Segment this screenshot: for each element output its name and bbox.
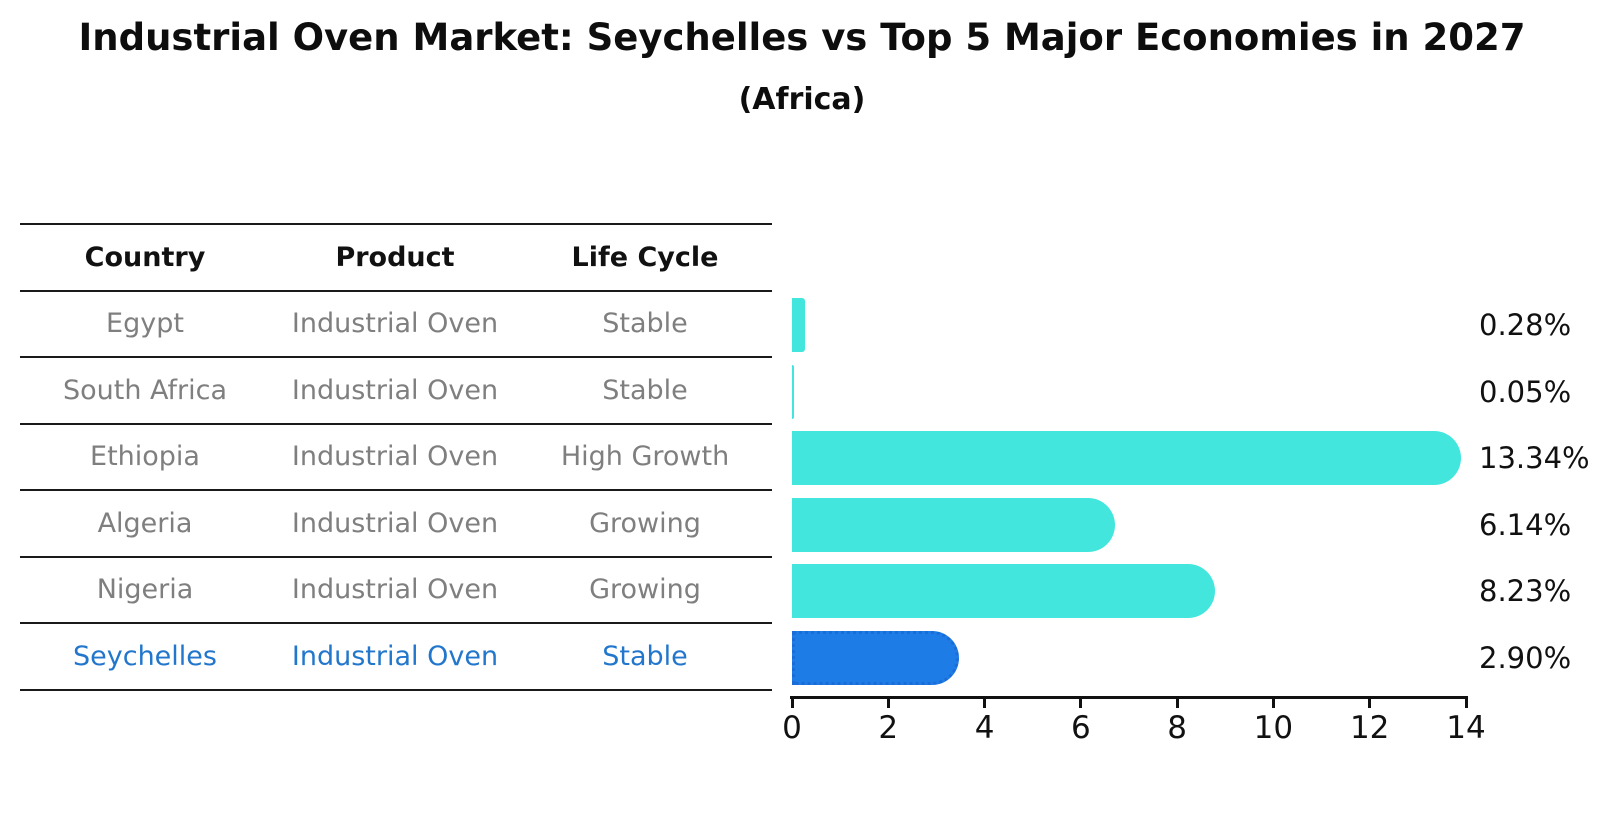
life-cycle-cell: Stable: [602, 308, 688, 340]
value-label-seychelles: 2.90%: [1479, 640, 1572, 675]
x-axis-tick: [1175, 699, 1179, 708]
product-cell: Industrial Oven: [291, 308, 499, 340]
country-cell: Ethiopia: [90, 441, 200, 473]
country-cell: Egypt: [106, 308, 184, 340]
x-tick-label-2: 2: [878, 710, 899, 746]
bar-algeria: [792, 497, 1115, 552]
bar-nigeria: [792, 564, 1216, 618]
x-axis-tick: [1464, 699, 1468, 708]
column-header-life-cycle: Life Cycle: [571, 241, 719, 273]
country-cell: Algeria: [97, 507, 193, 539]
column-header-product: Product: [335, 241, 455, 273]
value-label-egypt: 0.28%: [1479, 308, 1572, 342]
x-axis-tick: [1079, 699, 1083, 708]
value-label-south-africa: 0.05%: [1479, 374, 1572, 409]
x-tick-label-8: 8: [1167, 710, 1187, 746]
life-cycle-cell: High Growth: [560, 441, 730, 473]
table-row-seychelles: Seychelles Industrial Oven Stable: [20, 622, 772, 689]
chart-subtitle: (Africa): [738, 82, 866, 117]
x-tick-label-14: 14: [1446, 710, 1486, 746]
country-cell: Seychelles: [73, 640, 217, 672]
life-cycle-cell: Growing: [589, 574, 701, 606]
table-row-south-africa: South Africa Industrial Oven Stable: [20, 356, 772, 423]
table-row-algeria: Algeria Industrial Oven Growing: [20, 489, 772, 556]
x-axis-line: [790, 696, 1468, 699]
value-label-nigeria: 8.23%: [1479, 574, 1572, 608]
value-label-algeria: 6.14%: [1479, 507, 1572, 542]
x-tick-label-0: 0: [782, 710, 802, 746]
x-axis-tick: [1368, 699, 1372, 708]
table-header-row: Country Product Life Cycle: [20, 223, 772, 290]
bar-seychelles: [792, 630, 959, 685]
life-cycle-cell: Stable: [602, 640, 688, 672]
bar-egypt: [792, 298, 806, 352]
product-cell: Industrial Oven: [291, 374, 499, 406]
x-tick-label-12: 12: [1349, 710, 1390, 746]
x-tick-label-10: 10: [1253, 710, 1294, 746]
product-cell: Industrial Oven: [291, 640, 499, 672]
bar-south-africa: [792, 364, 795, 419]
product-cell: Industrial Oven: [291, 507, 499, 539]
bar-ethiopia: [792, 431, 1462, 485]
country-cell: Nigeria: [96, 574, 194, 606]
value-label-ethiopia: 13.34%: [1479, 441, 1590, 475]
x-axis-tick: [790, 699, 794, 708]
product-cell: Industrial Oven: [291, 441, 499, 473]
product-cell: Industrial Oven: [291, 574, 499, 606]
summary-table: Country Product Life Cycle Egypt Industr…: [20, 223, 772, 691]
x-tick-label-4: 4: [974, 710, 995, 746]
bar-chart: 0.28% 0.05% 13.34% 6.14% 8.23% 2.90% 0 2…: [782, 223, 1604, 783]
chart-title: Industrial Oven Market: Seychelles vs To…: [78, 16, 1526, 59]
life-cycle-cell: Growing: [589, 507, 701, 539]
x-tick-label-6: 6: [1071, 710, 1091, 746]
x-axis-tick: [983, 699, 987, 708]
table-row-egypt: Egypt Industrial Oven Stable: [20, 289, 772, 357]
life-cycle-cell: Stable: [602, 374, 688, 406]
column-header-country: Country: [84, 241, 206, 273]
table-row-ethiopia: Ethiopia Industrial Oven High Growth: [20, 422, 772, 490]
x-axis-tick: [886, 699, 890, 708]
country-cell: South Africa: [62, 374, 228, 406]
x-axis-tick: [1271, 699, 1275, 708]
table-row-nigeria: Nigeria Industrial Oven Growing: [20, 555, 772, 623]
